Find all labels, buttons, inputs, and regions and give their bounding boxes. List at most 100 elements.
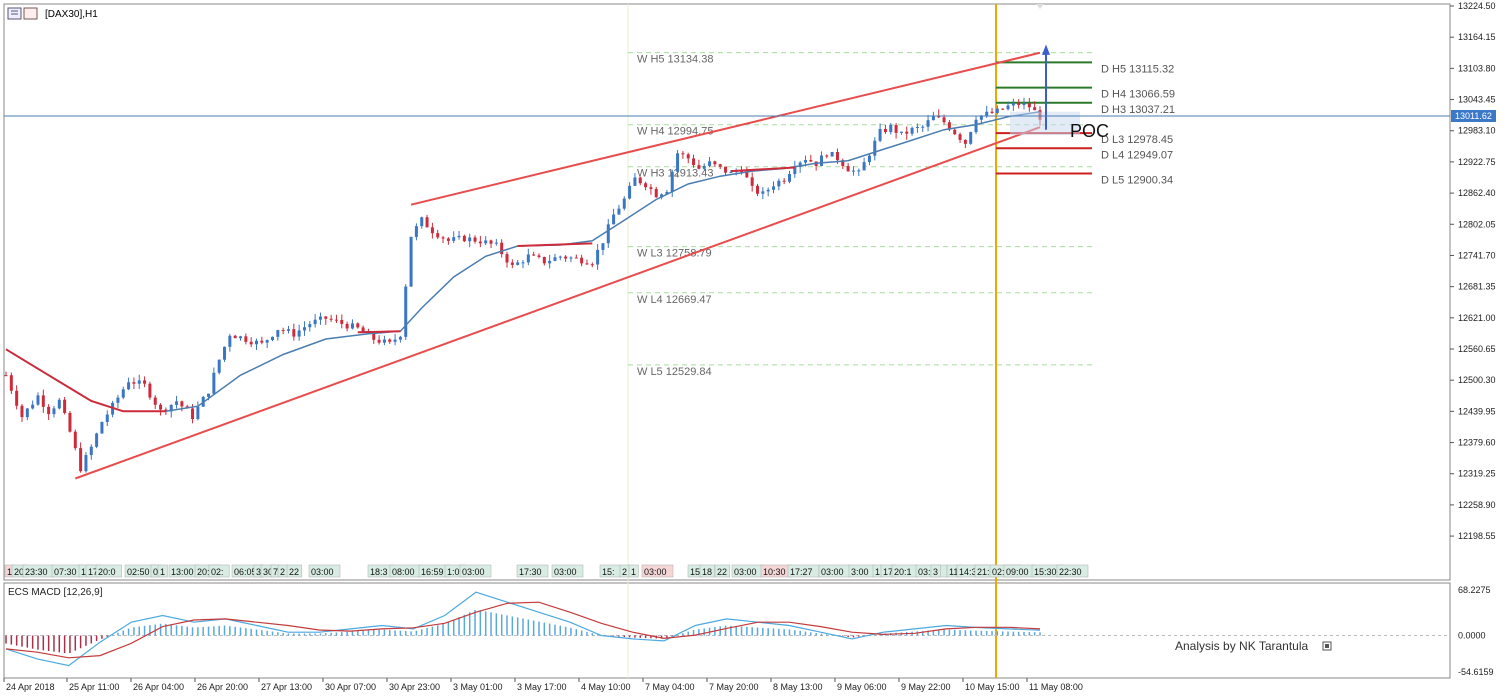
time-tick-label: 3 May 01:00 [453,682,503,692]
daily-level-label: D H5 13115.32 [1101,63,1174,75]
candle [777,178,781,191]
channel-lower-line[interactable] [74,126,1041,480]
candle [89,444,93,460]
session-stamp-label: 20:1 [894,567,912,577]
candle [404,284,408,340]
candle [489,239,493,249]
candle [31,400,35,410]
current-price-tag [1451,109,1496,122]
candle [756,183,760,197]
candle [990,107,994,114]
candle [425,214,429,228]
session-stamp: 10:30 [760,564,793,578]
session-stamp-label: 2 [622,567,627,577]
session-stamp-label: 16:59 [421,567,444,577]
price-tick-label: 12983.10 [1458,126,1496,136]
candle [478,235,482,248]
candle [526,248,530,266]
weekly-level-label: W H5 13134.38 [637,54,713,66]
candle [606,219,610,248]
candle [414,223,418,241]
time-tick-label: 8 May 13:00 [773,682,823,692]
daily-level-label: D L3 12978.45 [1101,134,1173,146]
session-stamp-label: 03:00 [644,567,667,577]
chart-window-icon[interactable] [7,7,38,20]
candle [617,204,621,215]
candle [132,377,136,390]
candle [574,254,578,259]
session-stamp: 03:00 [731,564,764,578]
candle [217,359,221,375]
weekly-level-label: W L5 12529.84 [637,366,712,378]
candle [382,335,386,346]
candle [713,160,717,168]
session-stamp-label: 1 [875,567,880,577]
candle [601,243,605,256]
price-tick-label: 12379.60 [1458,438,1496,448]
candle [95,432,99,449]
session-stamp-label: 15 [690,567,700,577]
session-stamp: 15: [599,564,621,578]
candle [612,208,616,225]
candle [1011,98,1015,111]
candle [622,196,626,211]
session-stamp-label: 20:0 [98,567,116,577]
candle [324,316,328,325]
scroll-marker-icon[interactable] [1036,4,1044,9]
session-stamp-label: 22 [717,567,727,577]
macd-tick-label: 0.0000 [1458,631,1486,641]
moving-average-flat-segment [357,330,401,334]
moving-average-flat-segment [517,242,593,247]
price-tick-label: 13164.15 [1458,32,1496,42]
daily-level-label: D H4 13066.59 [1101,89,1175,101]
session-stamp-label: 20:0 [197,567,215,577]
candle [532,251,536,256]
candle [681,151,685,159]
candle [718,163,722,170]
candle [644,181,648,191]
session-stamp-label: 15:30 [1034,567,1057,577]
candle [867,153,871,166]
price-tick-label: 12439.95 [1458,406,1496,416]
time-tick-label: 3 May 17:00 [517,682,567,692]
candle [196,401,200,421]
session-stamp-label: 03:00 [821,567,844,577]
candle [302,321,306,336]
session-stamp: 23:30 [22,564,55,578]
session-stamp: 02: [208,564,230,578]
weekly-level-label: W H3 12913.43 [637,168,713,180]
macd-pane[interactable] [3,582,1451,679]
session-stamp: 22:30 [1056,564,1089,578]
candle [137,374,141,390]
session-stamp: 22 [286,564,303,578]
channel-upper-line[interactable] [410,51,1041,206]
candle [468,233,472,248]
candle [638,176,642,186]
price-tick-label: 12681.35 [1458,282,1496,292]
session-stamp-label: 22:30 [1059,567,1082,577]
candle [521,260,525,269]
candle [1017,99,1021,109]
candle [558,255,562,261]
session-stamp: 22 [714,564,731,578]
macd-label: ECS MACD [12,26,9] [8,587,103,598]
session-stamp: 20:0 [95,564,122,578]
candle [969,131,973,145]
candle [292,323,296,341]
session-stamp-label: 23:30 [25,567,48,577]
credit-icon-dot [1325,644,1329,648]
candle [270,336,274,342]
candle [750,172,754,192]
candle [350,319,354,330]
candle [921,124,925,133]
session-stamp: 03:00 [459,564,492,578]
candle [63,396,67,415]
price-tick-label: 12560.65 [1458,344,1496,354]
price-pane[interactable] [3,3,1451,581]
session-stamp: 20:1 [891,564,918,578]
candle [553,253,557,262]
candle [596,243,600,270]
candle [473,235,477,244]
candle [1027,97,1031,112]
